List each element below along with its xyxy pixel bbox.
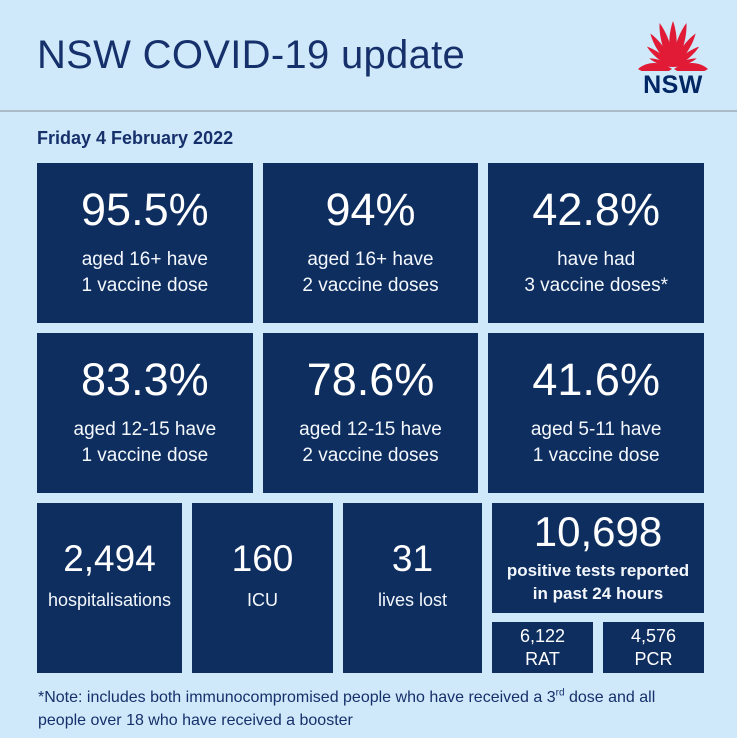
- test-type-breakdown: 6,122 RAT 4,576 PCR: [492, 622, 704, 673]
- tile-16plus-dose2: 94% aged 16+ have 2 vaccine doses: [262, 163, 479, 323]
- daily-stats-row: 2,494 hospitalisations 160 ICU 31 lives …: [37, 503, 704, 673]
- stat-label-line1: aged 12-15 have: [299, 419, 442, 441]
- stat-value: 42.8%: [532, 184, 660, 236]
- stat-label: ICU: [247, 589, 278, 610]
- stat-label: aged 5-11 have 1 vaccine dose: [531, 417, 662, 468]
- stat-label-line2: in past 24 hours: [532, 583, 664, 603]
- stat-label-line1: aged 16+ have: [307, 249, 434, 271]
- stat-label-line1: have had: [557, 249, 636, 271]
- tile-rat: 6,122 RAT: [492, 622, 593, 673]
- tile-12-15-dose1: 83.3% aged 12-15 have 1 vaccine dose: [37, 333, 253, 493]
- stat-label: aged 16+ have 2 vaccine doses: [302, 247, 438, 298]
- stat-value: 2,494: [63, 537, 156, 579]
- stat-label: positive tests reported in past 24 hours: [507, 560, 689, 604]
- stat-value: 83.3%: [81, 354, 209, 406]
- page-title: NSW COVID-19 update: [37, 32, 466, 77]
- stat-value: 94%: [325, 184, 416, 236]
- tile-16plus-dose1: 95.5% aged 16+ have 1 vaccine dose: [37, 163, 253, 323]
- stat-label: aged 16+ have 1 vaccine dose: [81, 247, 208, 298]
- waratah-icon: [635, 17, 711, 76]
- stat-label: hospitalisations: [47, 589, 172, 610]
- stat-label: aged 12-15 have 2 vaccine doses: [299, 417, 442, 468]
- stat-label: RAT: [525, 648, 560, 669]
- vaccination-tiles-grid: 95.5% aged 16+ have 1 vaccine dose 94% a…: [37, 163, 704, 493]
- tile-12-15-dose2: 78.6% aged 12-15 have 2 vaccine doses: [262, 333, 479, 493]
- tests-column: 10,698 positive tests reported in past 2…: [492, 503, 704, 673]
- stat-label-line2: 1 vaccine dose: [532, 445, 660, 466]
- stat-label-line2: 1 vaccine dose: [81, 275, 209, 296]
- footnote-text: *Note: includes both immunocompromised p…: [38, 689, 556, 706]
- stat-value: 6,122: [519, 626, 566, 646]
- header: NSW COVID-19 update: [0, 0, 737, 112]
- tile-lives-lost: 31 lives lost: [343, 503, 482, 673]
- stat-label: aged 12-15 have 1 vaccine dose: [74, 417, 217, 468]
- stat-value: 78.6%: [306, 354, 435, 406]
- footnote: *Note: includes both immunocompromised p…: [38, 686, 697, 732]
- tile-icu: 160 ICU: [192, 503, 333, 673]
- stat-value: 160: [231, 537, 294, 579]
- footnote-line2: people over 18 who have received a boost…: [38, 712, 353, 730]
- footnote-text-cont: dose and all: [564, 689, 656, 706]
- stat-value: 10,698: [533, 508, 663, 556]
- tile-dose3: 42.8% have had 3 vaccine doses*: [488, 163, 704, 323]
- stat-value: 41.6%: [532, 354, 660, 406]
- stat-label-line1: aged 16+ have: [81, 249, 208, 271]
- stat-value: 95.5%: [81, 184, 209, 236]
- stat-label: have had 3 vaccine doses*: [524, 247, 668, 298]
- tile-pcr: 4,576 PCR: [603, 622, 704, 673]
- stat-label-line2: 1 vaccine dose: [81, 445, 209, 466]
- report-date: Friday 4 February 2022: [37, 128, 234, 148]
- tile-positive-tests: 10,698 positive tests reported in past 2…: [492, 503, 704, 613]
- stat-label: lives lost: [377, 589, 448, 610]
- stat-label-line2: 2 vaccine doses: [302, 275, 439, 296]
- footnote-superscript: rd: [555, 687, 565, 699]
- stat-label-line1: aged 12-15 have: [73, 419, 217, 441]
- tile-hospitalisations: 2,494 hospitalisations: [37, 503, 182, 673]
- stat-value: 4,576: [630, 626, 677, 646]
- stat-label-line1: positive tests reported: [506, 561, 690, 581]
- tile-5-11-dose1: 41.6% aged 5-11 have 1 vaccine dose: [488, 333, 704, 493]
- stat-label: PCR: [634, 648, 673, 669]
- stat-label-line1: aged 5-11 have: [530, 419, 662, 441]
- nsw-logo-text: NSW: [643, 70, 703, 99]
- nsw-government-logo: NSW: [635, 17, 711, 98]
- stat-label-line2: 2 vaccine doses: [302, 445, 439, 466]
- stat-value: 31: [391, 537, 434, 579]
- stat-label-line2: 3 vaccine doses*: [524, 275, 668, 296]
